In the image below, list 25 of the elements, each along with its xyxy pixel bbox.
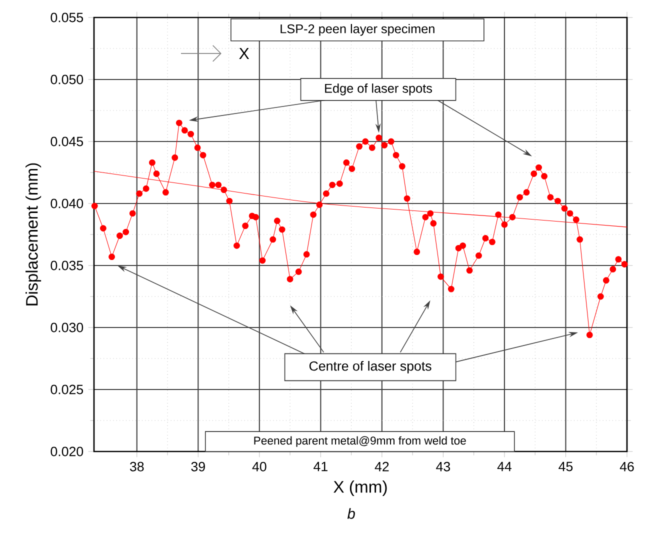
x-tick-label: 41 — [314, 462, 328, 472]
y-tick-label: 0.035 — [50, 260, 84, 270]
x-tick-label: 38 — [130, 462, 144, 472]
text: b — [347, 508, 355, 519]
y-tick-label: 0.030 — [50, 322, 84, 332]
x-axis-title: X (mm) — [334, 480, 387, 496]
y-tick-label: 0.040 — [50, 198, 84, 208]
annotation: LSP-2 peen layer specimen — [280, 24, 434, 36]
x-tick-label: 46 — [620, 462, 634, 472]
x-tick-label: 44 — [497, 462, 512, 472]
y-tick-label: 0.050 — [50, 74, 84, 84]
x-tick-label: 45 — [558, 462, 573, 472]
x-tick-label: 42 — [374, 462, 389, 472]
y-tick-label: 0.020 — [50, 446, 84, 456]
y-axis-title: Displacement (mm) — [26, 163, 42, 306]
annotation: Peened parent metal@9mm from weld toe — [254, 436, 466, 447]
x-tick-label: 39 — [191, 462, 205, 472]
y-tick-label: 0.045 — [50, 136, 84, 146]
annotation: Edge of laser spots — [325, 84, 432, 96]
x-tick-label: 43 — [436, 462, 450, 472]
y-tick-label: 0.055 — [50, 12, 84, 22]
annotation: X — [239, 48, 250, 59]
annotation: Centre of laser spots — [309, 360, 432, 374]
x-tick-label: 40 — [252, 462, 266, 472]
y-tick-label: 0.025 — [50, 384, 84, 394]
